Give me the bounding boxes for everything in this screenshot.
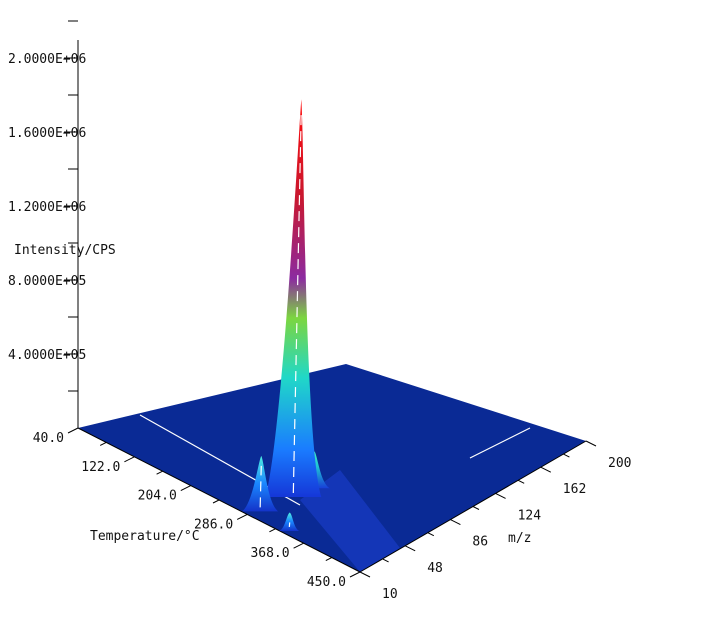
temperature-minor-tick <box>99 441 107 446</box>
mz-minor-tick <box>472 506 480 510</box>
temperature-tick <box>236 513 248 520</box>
floor-plane <box>78 364 586 572</box>
axes-layer <box>64 20 597 578</box>
mz-tick <box>359 571 371 578</box>
temperature-minor-tick <box>269 528 276 533</box>
floor-guide-line <box>469 427 531 459</box>
temperature-tick-label: 368.0 <box>250 546 289 561</box>
mz-axis-title: m/z <box>508 531 531 546</box>
labels-layer: 2.0000E+06 1.6000E+06 1.2000E+06 8.0000E+05… <box>8 52 631 602</box>
temperature-minor-tick <box>156 470 163 475</box>
mz-tick-label: 124 <box>518 508 542 523</box>
mz-minor-tick <box>517 479 525 484</box>
mz-tick-label: 86 <box>472 535 488 550</box>
mz-tick <box>404 545 416 552</box>
temperature-tick-label: 450.0 <box>307 575 346 590</box>
peak-mz-18 <box>242 455 279 512</box>
mz-tick-label: 10 <box>382 587 398 602</box>
intensity-tick-label: 4.0000E+05 <box>8 348 86 363</box>
intensity-tick-label: 2.0000E+06 <box>8 52 86 67</box>
mz-tick <box>450 519 461 526</box>
temperature-tick-label: 204.0 <box>138 489 177 504</box>
mz-tick <box>495 492 506 499</box>
temperature-minor-tick <box>212 499 220 504</box>
temperature-tick-label: 122.0 <box>81 460 120 475</box>
peak-mz-18-centerline <box>259 465 262 508</box>
floor-layer <box>78 364 586 572</box>
peak-mz-44 <box>265 99 322 498</box>
mz-minor-tick <box>427 532 435 537</box>
floor-shading <box>300 470 400 572</box>
temperature-axis-title: Temperature/°C <box>90 529 200 544</box>
intensity-tick-label: 1.6000E+06 <box>8 126 86 141</box>
peak-mz-14 <box>279 512 300 531</box>
temperature-tick <box>349 571 361 578</box>
temperature-tick-label: 286.0 <box>194 517 233 532</box>
mz-tick-label: 200 <box>608 456 631 471</box>
peaks-layer <box>242 99 330 531</box>
temperature-tick <box>180 485 192 492</box>
temperature-tick <box>124 456 135 463</box>
intensity-tick-label: 8.0000E+05 <box>8 274 86 289</box>
mz-tick-label: 48 <box>427 561 443 576</box>
temperature-tick <box>293 542 304 549</box>
mz-minor-tick <box>563 453 570 458</box>
temperature-minor-tick <box>325 557 333 562</box>
mz-tick-label: 162 <box>563 482 586 497</box>
mz-minor-tick <box>382 558 389 563</box>
mz-tick <box>585 440 597 447</box>
temperature-tick <box>67 427 79 434</box>
intensity-tick-label: 1.2000E+06 <box>8 200 86 215</box>
temperature-tick-label: 40.0 <box>33 431 64 446</box>
mz-tick <box>540 466 552 473</box>
intensity-axis-title: Intensity/CPS <box>14 243 116 258</box>
